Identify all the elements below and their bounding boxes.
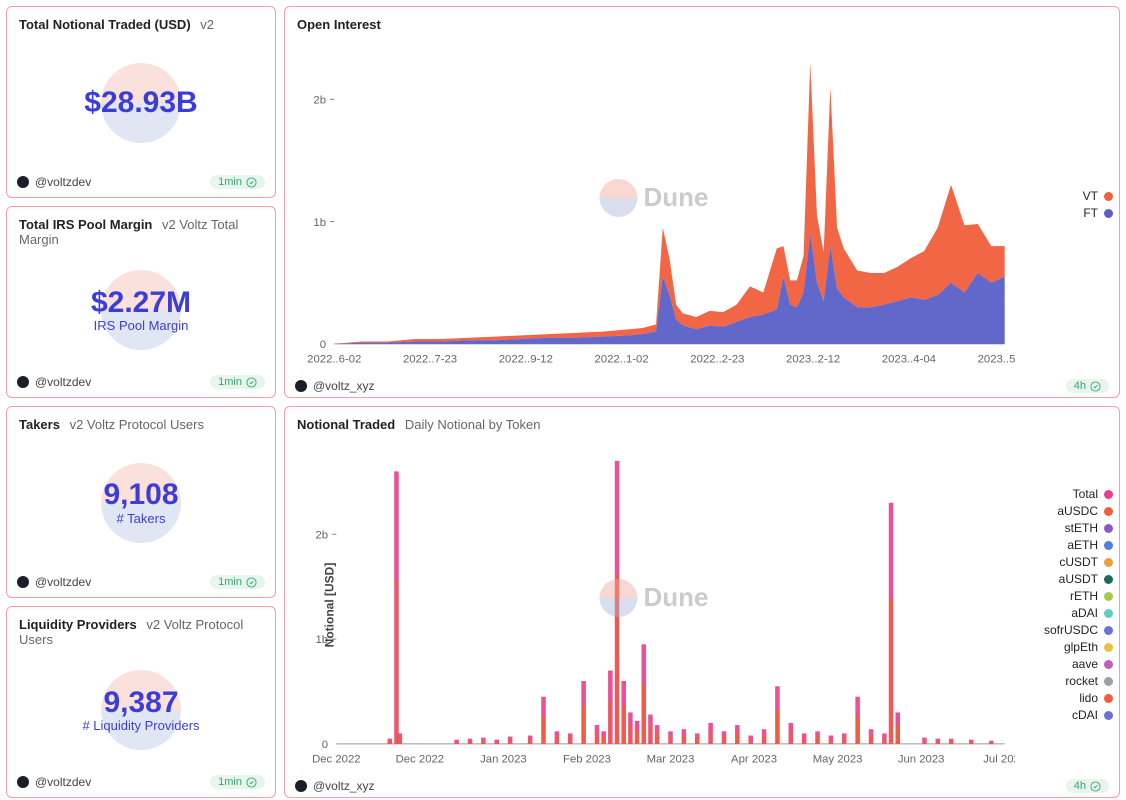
legend-item[interactable]: aDAI	[1023, 606, 1113, 620]
svg-text:2022..6-02: 2022..6-02	[307, 354, 361, 366]
chart-legend: VT FT	[1023, 36, 1119, 373]
svg-text:Jun 2023: Jun 2023	[898, 754, 945, 766]
svg-text:2023..4-04: 2023..4-04	[882, 354, 936, 366]
y-axis-label: Notional [USD]	[322, 562, 336, 647]
author-link[interactable]: @voltz_xyz	[295, 779, 375, 793]
chart-body: Notional [USD] Dune 1b2b0Dec 2022Dec 202…	[285, 436, 1023, 773]
legend-item[interactable]: cUSDT	[1023, 555, 1113, 569]
card-title: Total IRS Pool Margin v2 Voltz Total Mar…	[7, 207, 275, 251]
legend-item[interactable]: glpEth	[1023, 640, 1113, 654]
legend-item[interactable]: aUSDT	[1023, 572, 1113, 586]
author-link[interactable]: @voltzdev	[17, 775, 91, 789]
legend-item[interactable]: Total	[1023, 487, 1113, 501]
legend-item[interactable]: rETH	[1023, 589, 1113, 603]
svg-text:2023..5-25: 2023..5-25	[978, 354, 1015, 366]
svg-text:Jan 2023: Jan 2023	[480, 754, 527, 766]
legend-item[interactable]: lido	[1023, 691, 1113, 705]
stat-label: # Takers	[117, 511, 166, 526]
stat-value: $28.93B	[84, 87, 197, 119]
legend-item[interactable]: sofrUSDC	[1023, 623, 1113, 637]
card-title: Notional Traded Daily Notional by Token	[285, 407, 1119, 436]
refresh-badge[interactable]: 1min	[210, 175, 265, 189]
svg-text:0: 0	[322, 739, 328, 751]
chart-card-notional-traded[interactable]: Notional Traded Daily Notional by Token …	[284, 406, 1120, 798]
legend-item[interactable]: aave	[1023, 657, 1113, 671]
refresh-badge[interactable]: 1min	[210, 575, 265, 589]
chart-card-open-interest[interactable]: Open Interest Dune 1b2b02022..6-022022..…	[284, 6, 1120, 398]
legend-item[interactable]: FT	[1023, 206, 1113, 220]
refresh-badge[interactable]: 1min	[210, 775, 265, 789]
chart-legend: Total aUSDC stETH aETH cUSDT aUSDT rETH aDAI sof…	[1023, 436, 1119, 773]
svg-text:2022..1-02: 2022..1-02	[595, 354, 649, 366]
svg-text:Jul 2023: Jul 2023	[983, 754, 1015, 766]
legend-item[interactable]: aETH	[1023, 538, 1113, 552]
stat-card-takers[interactable]: Takers v2 Voltz Protocol Users 9,108 # T…	[6, 406, 276, 598]
svg-text:Apr 2023: Apr 2023	[731, 754, 777, 766]
svg-text:2023..2-12: 2023..2-12	[786, 354, 840, 366]
stat-value: $2.27M	[91, 287, 191, 319]
svg-text:2022..9-12: 2022..9-12	[499, 354, 553, 366]
legend-item[interactable]: rocket	[1023, 674, 1113, 688]
svg-text:Feb 2023: Feb 2023	[563, 754, 611, 766]
stat-value: 9,108	[103, 479, 178, 511]
svg-text:2b: 2b	[315, 529, 328, 541]
svg-text:1b: 1b	[313, 217, 326, 229]
stat-card-lps[interactable]: Liquidity Providers v2 Voltz Protocol Us…	[6, 606, 276, 798]
refresh-badge[interactable]: 1min	[210, 375, 265, 389]
dashboard-grid: Total Notional Traded (USD) v2 $28.93B @…	[6, 6, 1120, 798]
card-title: Liquidity Providers v2 Voltz Protocol Us…	[7, 607, 275, 651]
svg-text:Mar 2023: Mar 2023	[647, 754, 695, 766]
legend-item[interactable]: VT	[1023, 189, 1113, 203]
svg-text:Dec 2022: Dec 2022	[312, 754, 360, 766]
stat-label: # Liquidity Providers	[82, 718, 199, 733]
card-title: Takers v2 Voltz Protocol Users	[7, 407, 275, 436]
svg-text:2b: 2b	[313, 94, 326, 106]
legend-item[interactable]: stETH	[1023, 521, 1113, 535]
card-title: Open Interest	[285, 7, 1119, 36]
svg-text:May 2023: May 2023	[813, 754, 863, 766]
svg-text:2022..2-23: 2022..2-23	[690, 354, 744, 366]
card-title: Total Notional Traded (USD) v2	[7, 7, 275, 36]
svg-text:2022..7-23: 2022..7-23	[403, 354, 457, 366]
stat-label: IRS Pool Margin	[94, 318, 189, 333]
author-link[interactable]: @voltzdev	[17, 175, 91, 189]
author-link[interactable]: @voltzdev	[17, 375, 91, 389]
stat-card-notional[interactable]: Total Notional Traded (USD) v2 $28.93B @…	[6, 6, 276, 198]
author-link[interactable]: @voltz_xyz	[295, 379, 375, 393]
svg-text:Dec 2022: Dec 2022	[396, 754, 444, 766]
author-link[interactable]: @voltzdev	[17, 575, 91, 589]
legend-item[interactable]: aUSDC	[1023, 504, 1113, 518]
stat-value: 9,387	[103, 687, 178, 719]
refresh-badge[interactable]: 4h	[1066, 779, 1109, 793]
svg-text:0: 0	[320, 339, 326, 351]
legend-item[interactable]: cDAI	[1023, 708, 1113, 722]
chart-body: Dune 1b2b02022..6-022022..7-232022..9-12…	[285, 36, 1023, 373]
refresh-badge[interactable]: 4h	[1066, 379, 1109, 393]
stat-card-margin[interactable]: Total IRS Pool Margin v2 Voltz Total Mar…	[6, 206, 276, 398]
